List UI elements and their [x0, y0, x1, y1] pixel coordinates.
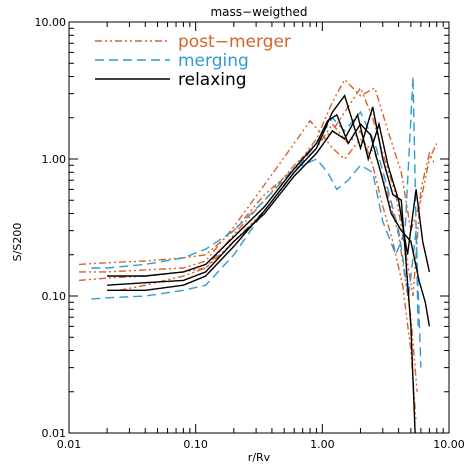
y-tick-label: 0.01 — [42, 427, 67, 440]
plot-frame — [68, 21, 450, 434]
x-tick-label: 10.00 — [433, 438, 465, 451]
series-line-relaxing — [107, 94, 416, 433]
series-line-post-merger — [119, 86, 436, 297]
legend-label-merging: merging — [178, 51, 249, 71]
series-line-merging — [91, 76, 419, 327]
series-layer — [78, 76, 438, 433]
x-tick-label: 0.10 — [183, 438, 208, 451]
series-line-post-merger — [78, 78, 438, 266]
x-tick-label: 1.00 — [310, 438, 335, 451]
tick-layer: 0.01 0.10 1.00 10.00 0.01 0.10 1.00 10.00 — [35, 16, 465, 451]
legend: post−merger merging relaxing — [95, 32, 291, 90]
series-line-post-merger — [78, 122, 417, 423]
legend-label-relaxing: relaxing — [178, 70, 247, 90]
y-tick-label: 10.00 — [35, 16, 67, 29]
legend-label-post-merger: post−merger — [178, 32, 291, 52]
y-tick-label: 0.10 — [42, 290, 67, 303]
y-axis-label: S/S200 — [11, 223, 24, 262]
chart-title: mass−weigthed — [210, 5, 307, 19]
series-line-post-merger — [79, 119, 418, 392]
x-axis-label: r/Rv — [248, 451, 271, 464]
x-tick-label: 0.01 — [57, 438, 82, 451]
series-line-relaxing — [107, 112, 431, 286]
y-tick-label: 1.00 — [42, 153, 67, 166]
plot-border — [68, 21, 450, 434]
